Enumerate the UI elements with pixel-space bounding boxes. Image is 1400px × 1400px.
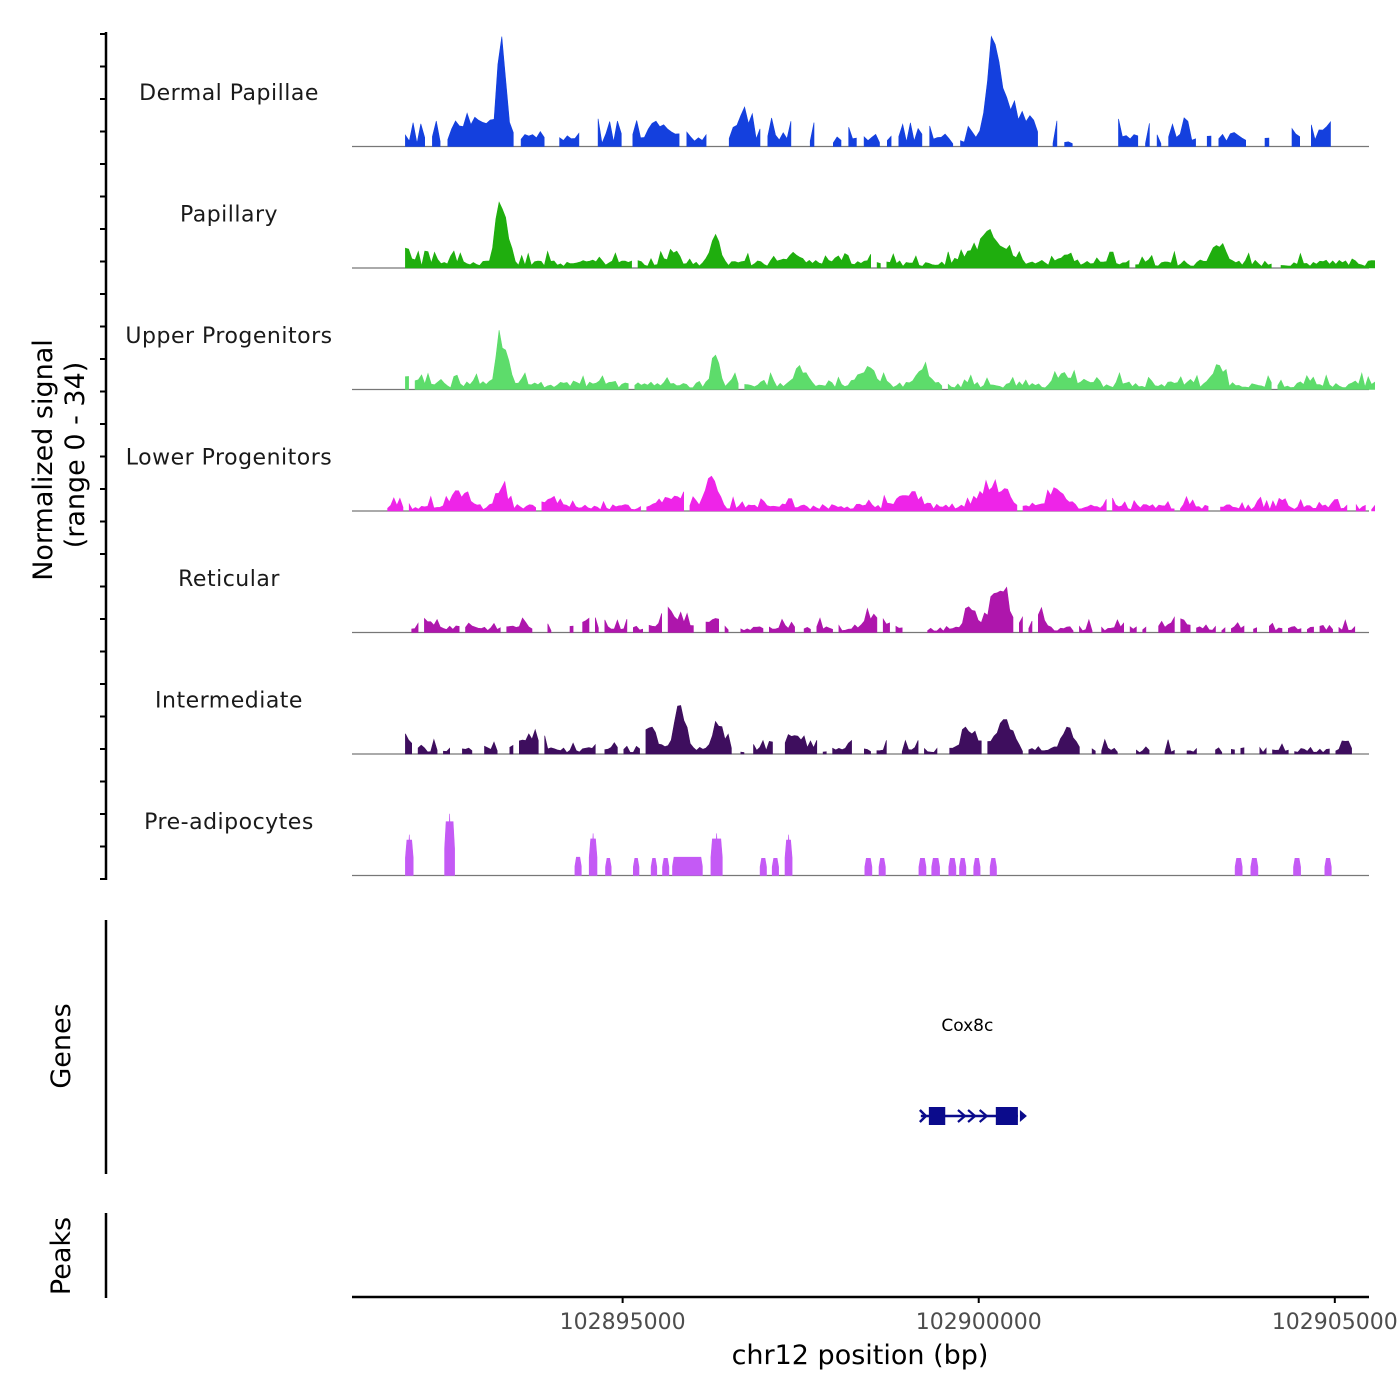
- y-axis-label: Normalized signal: [28, 339, 59, 581]
- left-axis-signal: Normalized signal (range 0 - 34): [28, 32, 108, 880]
- x-axis-label: chr12 position (bp): [732, 1340, 989, 1371]
- track-label: Reticular: [178, 567, 280, 592]
- x-tick-label: 102900000: [916, 1310, 1042, 1335]
- genes-label: Genes: [46, 1003, 77, 1088]
- track-label: Pre-adipocytes: [144, 810, 314, 835]
- track-upper-progenitors: Upper Progenitors: [125, 324, 1375, 391]
- track-lower-progenitors: Lower Progenitors: [126, 446, 1375, 512]
- signal-area: [405, 35, 1331, 147]
- track-label: Intermediate: [155, 689, 303, 714]
- track-label: Dermal Papillae: [139, 81, 319, 106]
- signal-area: [405, 201, 1375, 269]
- track-papillary: Papillary: [180, 201, 1375, 269]
- y-axis-label-range: (range 0 - 34): [60, 362, 91, 549]
- strand-arrow: [957, 1109, 967, 1123]
- track-label: Lower Progenitors: [126, 446, 332, 471]
- track-label: Papillary: [180, 203, 278, 228]
- signal-area: [411, 586, 1356, 633]
- peaks-label: Peaks: [46, 1217, 77, 1295]
- track-label: Upper Progenitors: [125, 324, 332, 349]
- gene-start-marker: [918, 1109, 928, 1123]
- x-axis-ticks: 102895000 102900000 102905000: [560, 1297, 1398, 1335]
- coverage-tracks: Dermal Papillae Papillary Upper Progenitor…: [125, 35, 1375, 877]
- peaks-panel: Peaks: [46, 1213, 108, 1298]
- x-axis: 102895000 102900000 102905000 chr12 positi…: [352, 1295, 1398, 1371]
- gene-annotation: Cox8c: [918, 1016, 1027, 1125]
- track-intermediate: Intermediate: [155, 689, 1369, 755]
- track-pre-adipocytes: Pre-adipocytes: [144, 810, 1369, 877]
- gene-exon: [995, 1107, 1018, 1125]
- gene-name: Cox8c: [941, 1016, 993, 1036]
- track-reticular: Reticular: [178, 567, 1369, 634]
- strand-arrow: [967, 1109, 977, 1123]
- gene-end-marker: [1019, 1110, 1027, 1122]
- x-tick-label: 102905000: [1272, 1310, 1398, 1335]
- signal-axis-ticks: [100, 33, 106, 880]
- signal-area: [405, 330, 1375, 390]
- signal-area: [387, 475, 1375, 512]
- gene-exon: [928, 1107, 946, 1125]
- track-dermal-papillae: Dermal Papillae: [139, 35, 1369, 148]
- signal-area: [405, 705, 1352, 755]
- x-tick-label: 102895000: [560, 1310, 686, 1335]
- strand-arrow: [978, 1109, 989, 1123]
- signal-area: [405, 813, 1332, 876]
- genes-panel: Genes Cox8c: [46, 920, 1027, 1174]
